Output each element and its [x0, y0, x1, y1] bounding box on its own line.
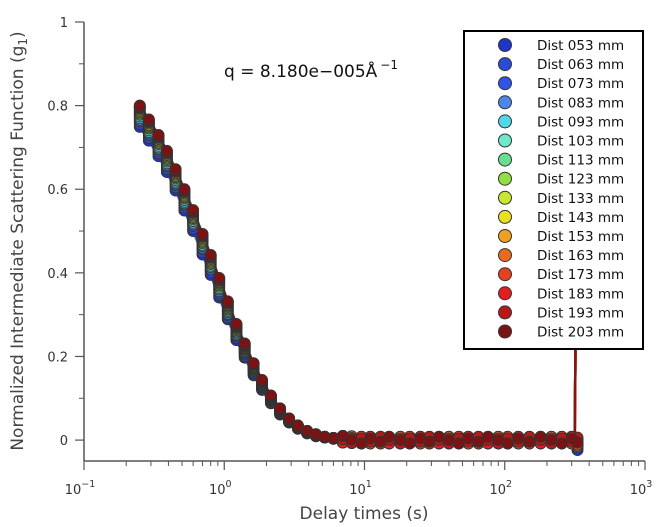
legend-marker — [498, 324, 512, 339]
y-tick-label: 0.8 — [47, 100, 68, 115]
legend-label: Dist 053 mm — [537, 38, 624, 54]
data-point — [152, 128, 165, 141]
data-point — [433, 430, 445, 443]
data-point — [283, 412, 296, 425]
legend-marker — [498, 133, 512, 148]
legend-label: Dist 203 mm — [537, 325, 624, 341]
data-point — [196, 228, 209, 240]
legend-label: Dist 113 mm — [537, 153, 624, 169]
data-point — [238, 337, 251, 350]
legend-marker — [498, 248, 512, 263]
legend-marker — [498, 38, 512, 52]
legend-marker — [498, 171, 512, 186]
data-point — [178, 183, 191, 196]
legend-label: Dist 123 mm — [537, 172, 624, 188]
legend-items: Dist 053 mm Dist 063 mm Dist 073 mm Dist 08… — [498, 38, 624, 341]
data-point — [555, 437, 568, 450]
data-point — [512, 432, 525, 445]
data-point — [142, 113, 155, 126]
data-point — [274, 402, 287, 415]
axis-ticks: 10−1 100 101 102 103 0 0.2 0.4 0.6 0.8 1 — [47, 16, 652, 498]
data-point — [204, 248, 217, 261]
data-point — [256, 373, 268, 386]
legend-marker — [498, 209, 512, 224]
legend-marker — [498, 190, 512, 205]
legend-label: Dist 103 mm — [537, 134, 624, 150]
legend-label: Dist 153 mm — [537, 229, 624, 245]
data-point — [442, 434, 455, 447]
legend-marker — [498, 57, 512, 72]
legend-label: Dist 183 mm — [537, 286, 624, 302]
legend-label: Dist 073 mm — [537, 76, 624, 92]
legend-marker — [498, 267, 512, 282]
legend-label: Dist 163 mm — [537, 248, 624, 264]
legend-marker — [498, 286, 512, 301]
data-point — [545, 434, 558, 447]
legend-label: Dist 173 mm — [537, 267, 624, 283]
data-point — [452, 437, 465, 450]
data-point — [482, 430, 494, 443]
data-point — [383, 430, 396, 443]
data-point — [247, 357, 260, 370]
data-point — [403, 437, 416, 450]
data-point — [472, 435, 485, 448]
data-point — [364, 432, 377, 445]
data-point — [291, 419, 304, 432]
legend-label: Dist 133 mm — [537, 191, 624, 207]
data-point — [355, 437, 368, 450]
legend-marker — [498, 152, 512, 167]
legend-label: Dist 093 mm — [537, 114, 624, 130]
data-point — [230, 317, 243, 330]
y-tick-label: 0.4 — [47, 267, 68, 282]
legend-label: Dist 143 mm — [537, 210, 624, 226]
legend-label: Dist 083 mm — [537, 95, 624, 111]
legend: Dist 053 mm Dist 063 mm Dist 073 mm Dist 08… — [463, 30, 644, 350]
legend-box — [463, 30, 644, 350]
data-point — [264, 389, 277, 402]
legend-marker — [498, 229, 512, 243]
q-annotation: q = 8.180e−005Å −1 — [224, 58, 398, 82]
legend-marker — [498, 76, 512, 91]
data-point — [160, 144, 173, 157]
legend-label: Dist 063 mm — [537, 57, 624, 73]
data-point — [462, 432, 475, 445]
data-point — [221, 295, 234, 308]
data-point — [187, 204, 200, 217]
y-tick-label: 0.6 — [47, 183, 68, 198]
data-point — [133, 99, 146, 112]
y-axis-title: Normalized Intermediate Scattering Funct… — [8, 31, 30, 450]
y-tick-label: 0.2 — [47, 350, 68, 365]
data-point — [169, 163, 182, 176]
data-points — [133, 99, 584, 457]
legend-marker — [498, 114, 512, 129]
data-point — [523, 435, 536, 448]
y-tick-label: 0 — [60, 434, 68, 449]
x-tick-label: 101 — [349, 479, 372, 498]
legend-marker — [498, 95, 512, 110]
legend-label: Dist 193 mm — [537, 305, 624, 321]
legend-marker — [498, 305, 512, 320]
x-tick-label: 102 — [489, 479, 512, 498]
data-point — [534, 430, 547, 443]
x-tick-label: 100 — [209, 479, 232, 498]
data-point — [571, 436, 584, 449]
x-tick-label: 10−1 — [65, 479, 96, 498]
x-tick-label: 103 — [630, 479, 653, 498]
data-point — [423, 435, 436, 448]
y-tick-label: 1 — [60, 16, 68, 31]
data-point — [213, 271, 226, 284]
x-axis-title: Delay times (s) — [300, 504, 429, 524]
data-point — [501, 437, 514, 450]
